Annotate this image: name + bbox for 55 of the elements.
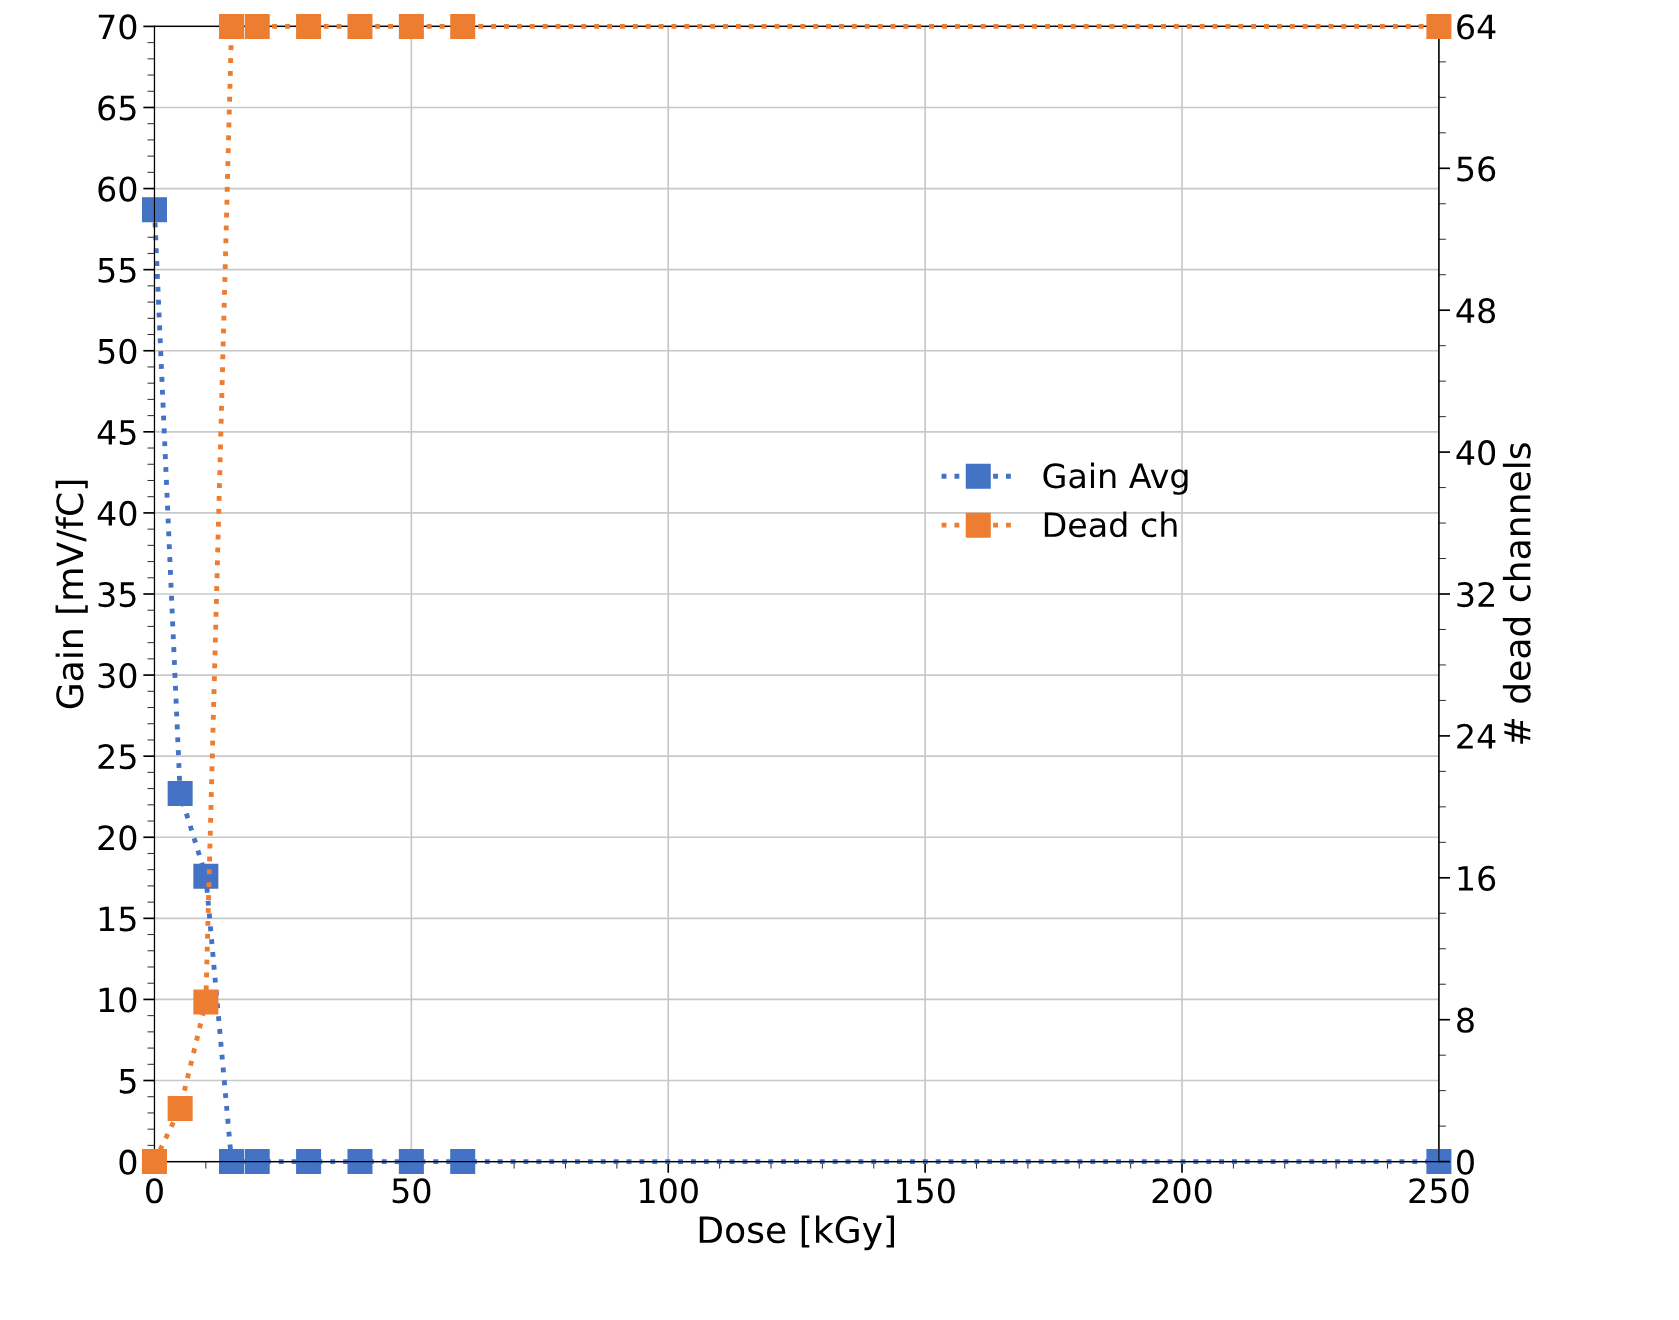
y-tick-label: 20 [98,825,137,851]
point [347,13,373,39]
y2-tick-label: 40 [1456,440,1496,466]
point [193,863,219,889]
y-tick-label: 65 [98,95,136,121]
point [167,1095,193,1121]
y-tick-label: 30 [98,663,137,689]
y-tick-label: 40 [97,500,137,527]
point [450,13,476,39]
y-tick-label: 0 [119,1149,137,1175]
y2-tick-label: 0 [1457,1149,1474,1175]
legend-label: Gain Avg [1043,462,1188,495]
y-tick-label: 50 [98,338,137,364]
y2-tick-label: 16 [1458,865,1496,891]
y-tick-label: 35 [98,581,136,608]
y-tick-label: 5 [119,1068,136,1094]
point [193,989,219,1015]
y2-tick-label: 24 [1457,723,1496,749]
x-axis-title: Dose [kGy] [699,1215,895,1251]
y-tick-label: 70 [98,14,137,40]
x-tick-label: 50 [392,1178,431,1204]
point [219,13,245,39]
x-tick-label: 0 [146,1178,163,1204]
y-tick-label: 10 [99,987,137,1013]
point [141,197,167,223]
x-tick-label: 100 [640,1178,698,1204]
x-tick-label: 250 [1409,1178,1469,1204]
y2-axis-title: # dead channels [1502,443,1531,744]
y-tick-label: 60 [98,176,137,202]
y2-tick-label: 48 [1456,298,1496,324]
y-tick-label: 15 [99,906,136,932]
point [244,1149,270,1175]
point [1426,1149,1452,1175]
y-tick-label: 55 [98,258,136,283]
y2-tick-label: 64 [1457,14,1496,40]
point [219,1149,245,1175]
point [450,1149,476,1175]
point [347,1149,373,1175]
point [398,13,424,39]
point [296,13,322,39]
y-tick-label: 45 [97,420,136,445]
y2-tick-label: 56 [1457,156,1496,182]
point [1426,13,1452,39]
y-axis-title: Gain [mV/fC] [55,480,88,709]
point [398,1149,424,1175]
y2-tick-label: 32 [1457,581,1494,608]
point [296,1149,322,1175]
y-tick-label: 25 [98,744,136,770]
x-tick-label: 150 [896,1178,955,1204]
y2-tick-label: 8 [1457,1007,1474,1033]
x-tick-label: 200 [1152,1178,1212,1204]
legend-label: Dead ch [1044,511,1177,538]
point [244,13,270,39]
point [167,780,193,806]
point [141,1149,167,1175]
